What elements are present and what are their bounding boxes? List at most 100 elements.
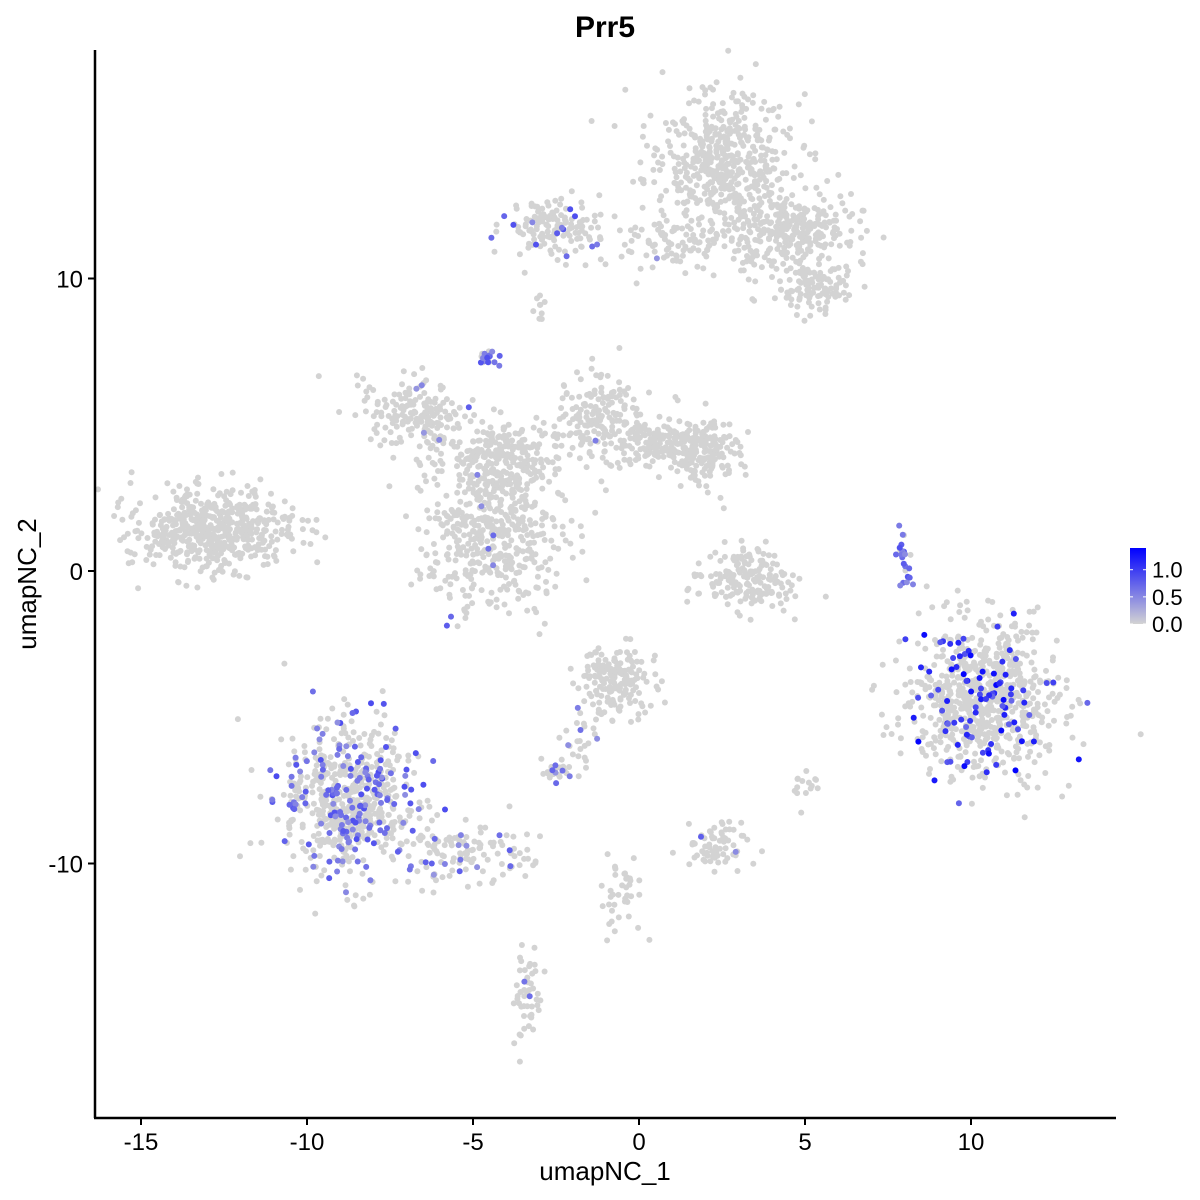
cell-point — [694, 157, 701, 164]
cell-point — [615, 914, 622, 921]
cell-point — [738, 267, 744, 274]
cell-point — [222, 502, 229, 509]
cell-point — [342, 771, 349, 778]
cell-point — [993, 654, 1000, 661]
expressing-cell-point — [567, 206, 574, 213]
cell-point — [575, 773, 582, 780]
cell-point — [583, 757, 589, 764]
cell-point — [362, 408, 369, 415]
cell-point — [511, 1040, 518, 1047]
expressing-cell-point — [368, 700, 374, 707]
cell-point — [194, 531, 201, 538]
cell-point — [692, 148, 699, 155]
cell-point — [361, 731, 368, 737]
cell-point — [682, 436, 689, 443]
cell-point — [937, 733, 944, 740]
expressing-cell-point — [490, 532, 497, 539]
cell-point — [144, 535, 151, 541]
cell-point — [498, 518, 505, 524]
cell-point — [313, 762, 320, 769]
cell-point — [521, 459, 528, 466]
cell-point — [843, 272, 850, 279]
cell-point — [436, 515, 442, 522]
cell-point — [405, 757, 412, 764]
cell-point — [485, 565, 492, 572]
cell-point — [558, 756, 565, 763]
cell-point — [383, 735, 390, 741]
cell-point — [707, 217, 714, 224]
cell-point — [834, 226, 840, 232]
cell-point — [780, 607, 787, 614]
cell-point — [681, 200, 688, 207]
cell-point — [462, 866, 469, 873]
cell-point — [450, 425, 457, 432]
cell-point — [124, 530, 131, 537]
cell-point — [614, 459, 621, 466]
cell-point — [121, 534, 127, 541]
cell-point — [1069, 703, 1076, 710]
cell-point — [423, 529, 430, 536]
cell-point — [1031, 649, 1038, 656]
cell-point — [762, 152, 769, 158]
cell-point — [707, 179, 714, 186]
cell-point — [774, 231, 781, 237]
cell-point — [534, 203, 541, 210]
cell-point — [344, 896, 351, 903]
cell-point — [909, 689, 916, 696]
cell-point — [575, 685, 582, 692]
cell-point — [559, 531, 566, 538]
cell-point — [1031, 728, 1038, 735]
cell-point — [437, 386, 444, 393]
cell-point — [735, 167, 742, 174]
cell-point — [434, 509, 441, 516]
cell-point — [224, 524, 231, 531]
cell-point — [309, 789, 316, 796]
cell-point — [390, 454, 397, 461]
cell-point — [199, 528, 206, 535]
cell-point — [672, 121, 678, 127]
cell-point — [743, 581, 750, 588]
cell-point — [391, 407, 398, 414]
cell-point — [714, 154, 721, 161]
cell-point — [272, 547, 279, 554]
cell-point — [926, 770, 932, 777]
cell-point — [431, 475, 438, 482]
cell-point — [440, 534, 447, 541]
cell-point — [632, 698, 639, 704]
cell-point — [593, 716, 599, 723]
cell-point — [434, 850, 441, 857]
cell-point — [483, 482, 490, 489]
cell-point — [368, 829, 375, 836]
cell-point — [414, 567, 421, 574]
cell-point — [711, 240, 717, 246]
cell-point — [696, 239, 703, 246]
cell-point — [663, 217, 670, 224]
cell-point — [592, 509, 599, 516]
cell-point — [672, 434, 679, 441]
cell-point — [668, 452, 674, 459]
cell-point — [1063, 720, 1070, 727]
cell-point — [971, 758, 977, 765]
cell-point — [759, 557, 766, 564]
cell-point — [783, 267, 790, 274]
cell-point — [509, 494, 516, 501]
cell-point — [168, 529, 175, 536]
cell-point — [695, 560, 702, 567]
cell-point — [521, 967, 528, 974]
cell-point — [656, 220, 663, 227]
cell-point — [501, 558, 508, 565]
cell-point — [495, 506, 502, 513]
cell-point — [613, 444, 620, 451]
cell-point — [805, 299, 812, 306]
cell-point — [709, 462, 716, 469]
cell-point — [815, 241, 822, 248]
cell-point — [127, 480, 134, 486]
cell-point — [762, 538, 769, 545]
cell-point — [710, 451, 717, 458]
cell-point — [417, 418, 424, 425]
cell-point — [482, 491, 489, 498]
cell-point — [661, 699, 668, 706]
cell-point — [1042, 770, 1049, 776]
cell-point — [475, 489, 482, 496]
cell-point — [583, 414, 590, 421]
